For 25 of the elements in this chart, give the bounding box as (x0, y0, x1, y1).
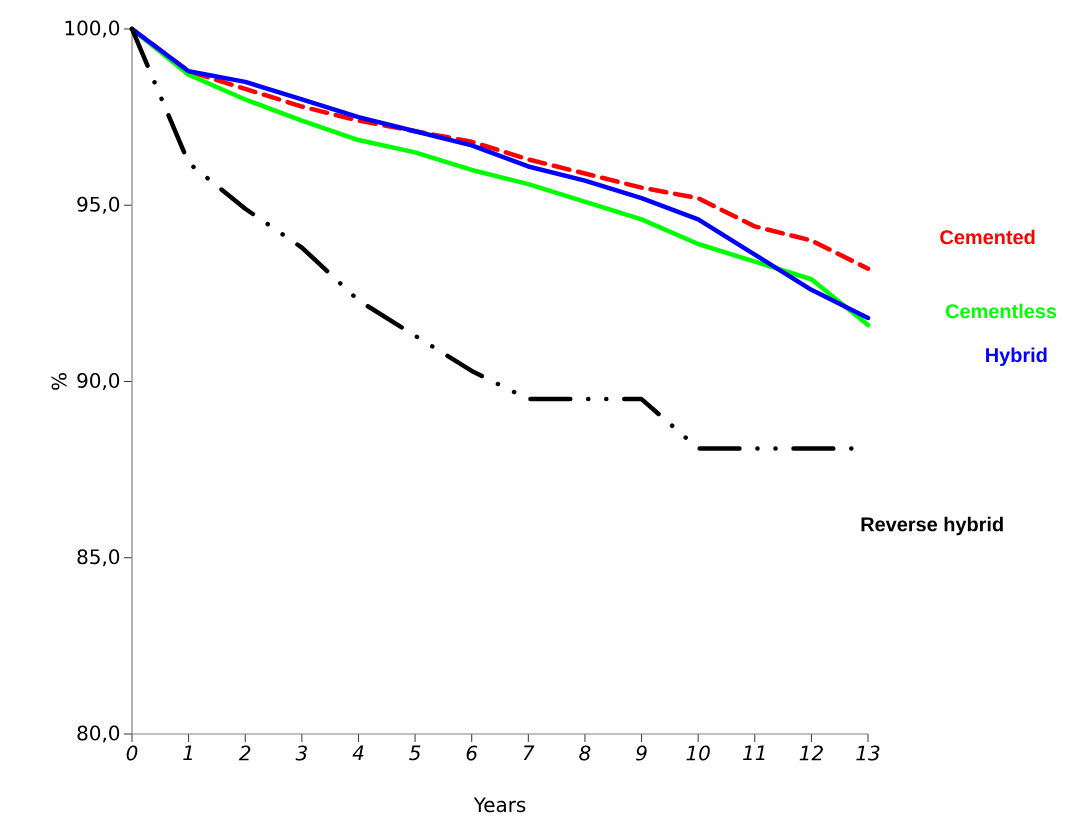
x-tick-label: 9 (636, 745, 647, 761)
text: Cemented (940, 229, 1035, 245)
x-tick-label: 12 (799, 745, 823, 761)
x-tick-label: 1 (183, 745, 192, 761)
y-tick-label: 80,0 (77, 725, 120, 743)
x-tick-label: 5 (409, 745, 421, 761)
y-tick-label: 85,0 (77, 549, 120, 567)
x-tick-label: 8 (579, 745, 591, 761)
x-tick-label: 11 (743, 745, 765, 761)
y-tick-label: 95,0 (77, 196, 120, 214)
y-axis-title: % (51, 373, 67, 390)
x-tick-label: 4 (352, 745, 364, 761)
x-tick-label: 13 (856, 745, 880, 761)
y-tick-label: 90,0 (77, 372, 120, 391)
x-tick-label: 7 (523, 745, 535, 761)
text: Cementless (945, 303, 1057, 319)
x-tick-label: 0 (126, 745, 138, 761)
x-tick-label: 6 (466, 745, 478, 761)
y-tick-label: 100,0 (65, 20, 120, 38)
x-axis-title: Years (473, 797, 526, 813)
x-tick-label: 2 (238, 745, 251, 761)
text: Reverse hybrid (861, 516, 1003, 536)
x-tick-label: 3 (295, 745, 307, 761)
text: Hybrid (986, 347, 1047, 367)
x-tick-label: 10 (686, 745, 710, 761)
